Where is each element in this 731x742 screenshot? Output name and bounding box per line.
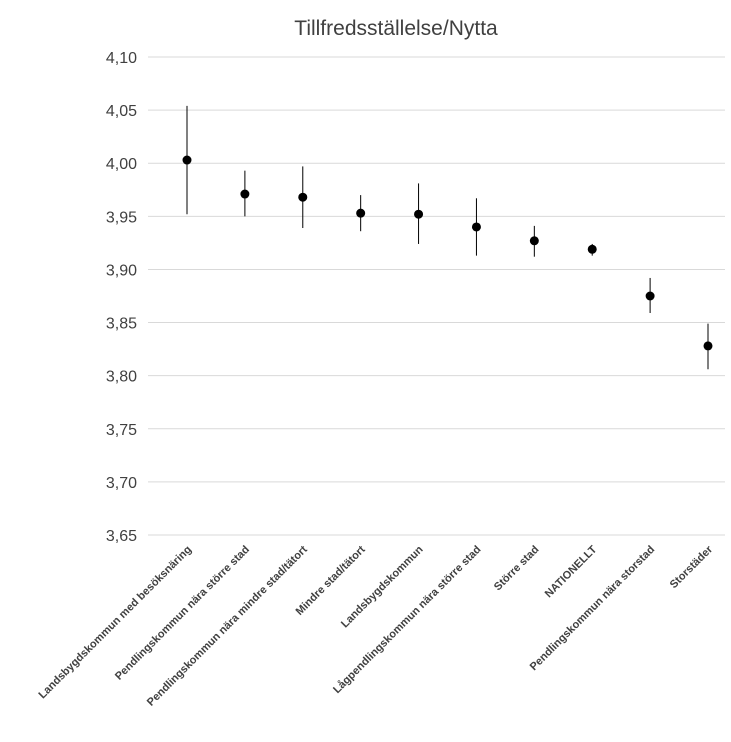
x-category-label: NATIONELLT xyxy=(543,543,600,600)
data-point xyxy=(240,189,250,199)
y-axis-tick-labels: 3,65 3,70 3,75 3,80 3,85 3,90 3,95 4,00 4,05 4,10 xyxy=(106,50,137,545)
gridlines xyxy=(148,56,725,536)
data-points xyxy=(182,155,713,351)
y-tick-label: 3,95 xyxy=(106,209,137,226)
data-point xyxy=(414,209,424,219)
chart-title: Tillfredsställelse/Nytta xyxy=(294,17,498,40)
x-category-label: Större stad xyxy=(492,544,542,594)
y-tick-label: 4,10 xyxy=(106,50,137,67)
data-point xyxy=(529,236,539,246)
y-tick-label: 3,75 xyxy=(106,422,137,439)
data-point xyxy=(182,155,192,165)
y-tick-label: 3,90 xyxy=(106,262,137,279)
x-category-label: Pendlingskommun nära storstad xyxy=(528,544,658,674)
y-tick-label: 3,80 xyxy=(106,369,137,386)
data-point xyxy=(471,222,481,232)
data-point xyxy=(645,291,655,301)
y-tick-label: 4,00 xyxy=(106,156,137,173)
x-category-label: Storstäder xyxy=(668,543,716,591)
data-point xyxy=(298,192,308,202)
data-point xyxy=(356,208,366,218)
y-tick-label: 3,85 xyxy=(106,316,137,333)
y-tick-label: 3,70 xyxy=(106,475,137,492)
y-tick-label: 4,05 xyxy=(106,103,137,120)
y-tick-label: 3,65 xyxy=(106,528,137,545)
error-bars xyxy=(186,105,709,370)
data-point xyxy=(587,244,597,254)
x-axis-category-labels: Landsbygdskommun med besöksnäringPendlin… xyxy=(37,543,716,708)
data-point xyxy=(703,341,713,351)
